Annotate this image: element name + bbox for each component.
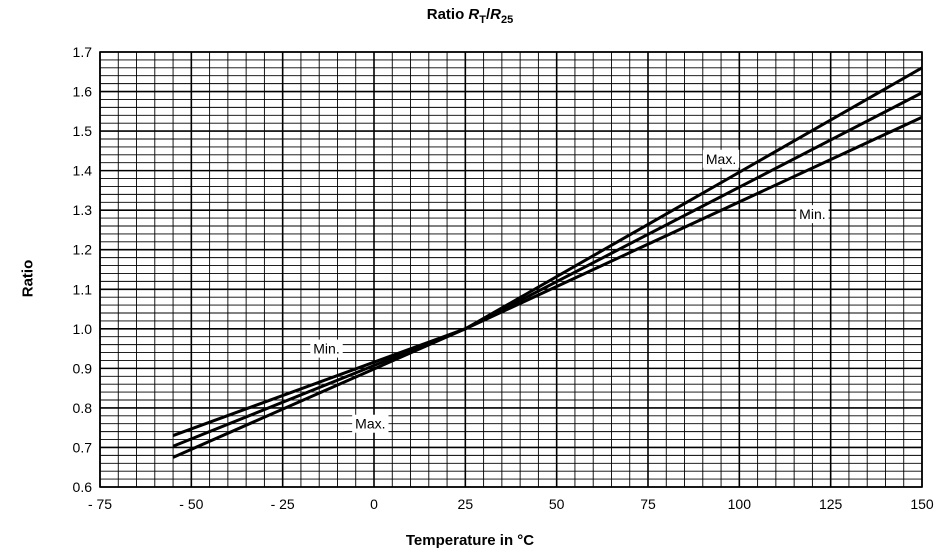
title-slash: / [485, 6, 491, 23]
grid [99, 51, 923, 488]
series-line-2 [172, 115, 923, 437]
y-tick-label: 1.4 [73, 163, 93, 179]
x-tick-label: 25 [458, 496, 474, 512]
annotation-bg [352, 414, 389, 433]
title-r2-sub: 25 [501, 14, 514, 26]
annotations: Max. Min. Min. Max. [310, 149, 829, 433]
y-tick-labels: 0.6 0.7 0.8 0.9 1.0 1.1 1.2 1.3 1.4 1.5 1.6 1.7 [73, 44, 93, 495]
annotation-text: Max. [355, 416, 385, 432]
y-tick-label: 1.3 [73, 202, 93, 218]
title-r1-sub: T [479, 14, 486, 26]
y-tick-label: 1.0 [73, 321, 93, 337]
plot-frame [99, 51, 923, 488]
x-tick-label: 100 [728, 496, 752, 512]
y-tick-label: 0.6 [73, 479, 93, 495]
x-tick-label: - 50 [179, 496, 203, 512]
annotation-text: Max. [706, 151, 736, 167]
series-line-0 [172, 66, 923, 459]
chart-title: Ratio RT/R25 [0, 6, 940, 26]
annotation-label: Min. [796, 205, 829, 224]
x-tick-label: 125 [819, 496, 843, 512]
x-tick-label: 50 [549, 496, 565, 512]
annotation-text: Min. [799, 206, 825, 222]
x-tick-label: 150 [910, 496, 934, 512]
x-axis-label: Temperature in °C [405, 532, 535, 549]
y-tick-label: 1.6 [73, 84, 93, 100]
annotation-bg [310, 339, 343, 358]
y-tick-label: 1.1 [73, 281, 93, 297]
y-tick-label: 1.2 [73, 242, 93, 258]
y-tick-label: 0.7 [73, 439, 93, 455]
y-tick-label: 0.9 [73, 360, 93, 376]
annotation-text: Min. [313, 341, 339, 357]
y-tick-label: 1.5 [73, 123, 93, 139]
annotation-bg [796, 205, 829, 224]
y-tick-label: 1.7 [73, 44, 93, 60]
x-tick-label: - 75 [88, 496, 112, 512]
x-tick-label: 0 [370, 496, 378, 512]
title-r1: R [468, 6, 480, 23]
title-prefix: Ratio [426, 6, 469, 23]
x-tick-labels: - 75 - 50 - 25 0 25 50 75 100 125 150 [88, 496, 934, 512]
y-axis-label: Ratio [19, 259, 37, 298]
annotation-label: Max. [702, 149, 740, 168]
annotation-label: Min. [310, 339, 343, 358]
x-tick-label: - 25 [271, 496, 295, 512]
title-r2: R [490, 6, 501, 23]
series-lines [172, 66, 923, 459]
y-tick-label: 0.8 [73, 400, 93, 416]
annotation-bg [702, 149, 740, 168]
x-tick-label: 75 [640, 496, 656, 512]
annotation-label: Max. [352, 414, 389, 433]
